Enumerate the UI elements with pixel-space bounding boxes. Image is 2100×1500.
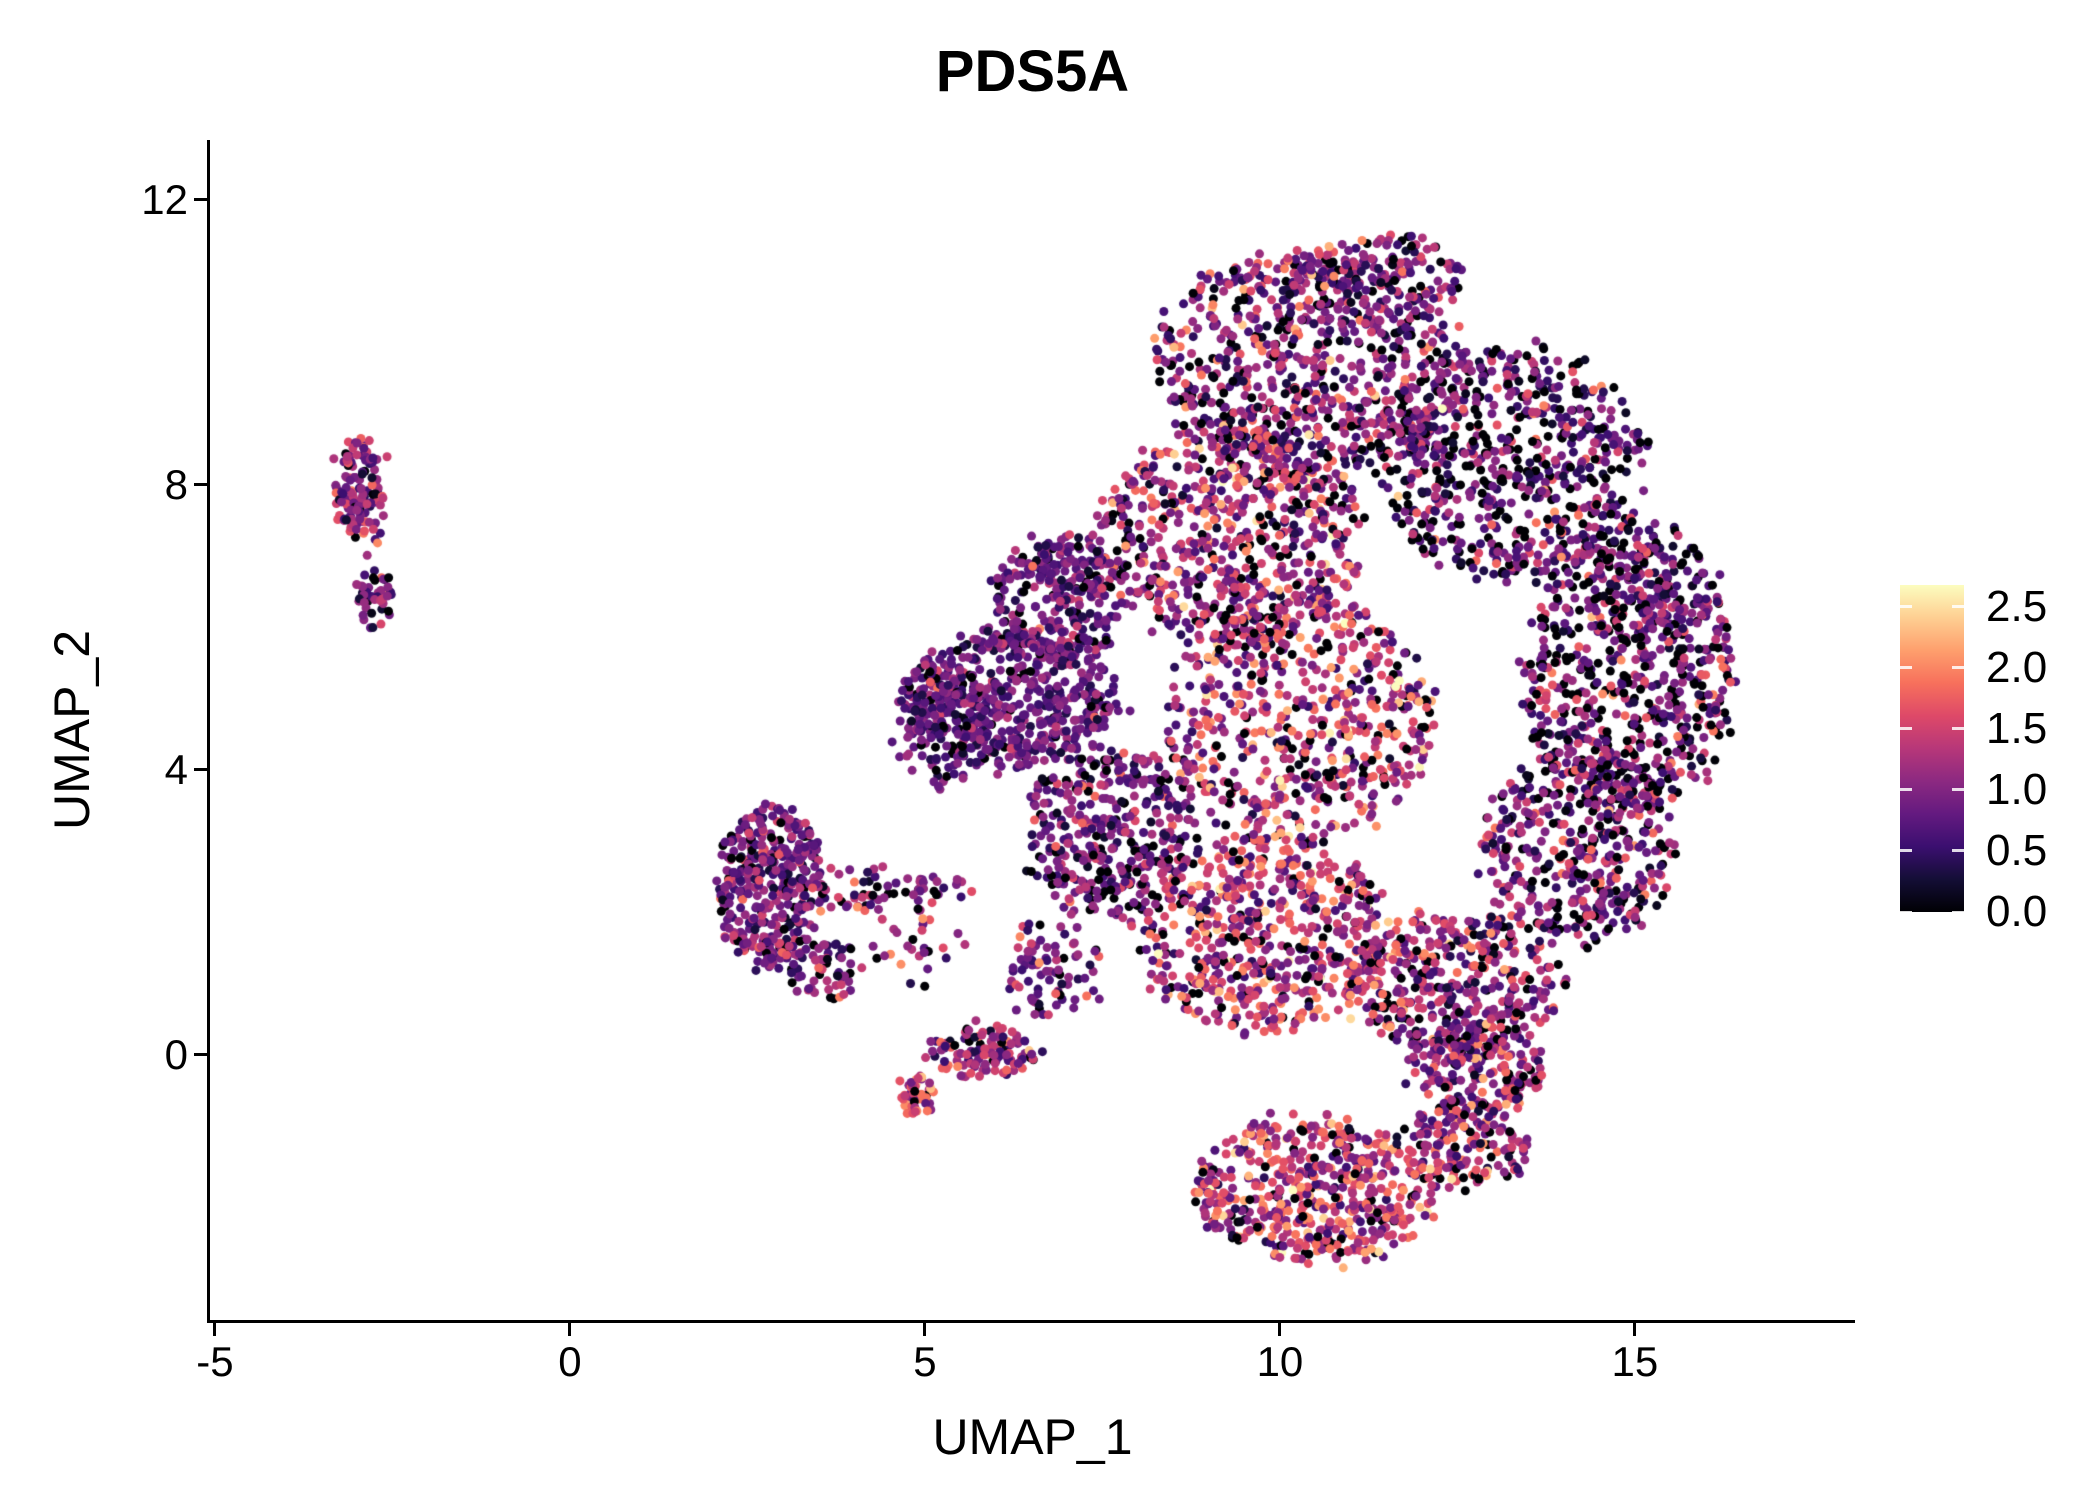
x-tick-label: 0 [558,1338,582,1385]
x-axis-line [207,1320,1855,1323]
colorbar-label: 0.0 [1986,887,2048,936]
x-tick-mark [923,1323,927,1336]
y-axis-line [207,140,210,1323]
y-tick-mark [194,768,207,772]
y-tick-label: 12 [141,175,188,223]
scatter-canvas [210,140,1855,1320]
colorbar-tick-mark [1952,788,1964,792]
colorbar-label: 1.5 [1986,703,2048,753]
colorbar-tick-mark [1952,727,1964,731]
colorbar-tick-mark [1900,666,1912,670]
y-axis-title: UMAP_2 [44,629,100,831]
y-tick-label: 0 [164,1030,188,1078]
x-tick-mark [568,1323,572,1336]
colorbar-tick-mark [1900,727,1912,731]
colorbar-label: 2.5 [1986,581,2048,631]
plot-title: PDS5A [935,39,1130,104]
colorbar-tick-mark [1900,910,1912,914]
colorbar-label: 2.0 [1986,642,2048,692]
x-tick-mark [1278,1323,1282,1336]
y-tick-label: 4 [164,745,188,793]
x-tick-mark [213,1323,217,1336]
colorbar-tick-mark [1900,849,1912,853]
colorbar-tick-mark [1900,788,1912,792]
colorbar-label: 0.5 [1986,825,2048,875]
x-tick-mark [1633,1323,1637,1336]
colorbar-tick-mark [1952,666,1964,670]
y-tick-mark [194,1053,207,1057]
colorbar-legend [1900,585,1964,912]
colorbar-tick-mark [1900,605,1912,609]
plot-panel [210,140,1855,1320]
y-tick-mark [194,198,207,202]
y-tick-mark [194,483,207,487]
colorbar-tick-mark [1952,849,1964,853]
colorbar-tick-mark [1952,605,1964,609]
x-tick-label: 15 [1611,1338,1659,1385]
x-tick-label: 5 [913,1338,937,1385]
x-axis-title: UMAP_1 [932,1409,1133,1465]
x-tick-label: 10 [1256,1338,1304,1385]
colorbar-tick-mark [1952,910,1964,914]
colorbar-label: 1.0 [1986,764,2048,814]
colorbar-gradient [1900,585,1964,912]
x-tick-label: -5 [196,1338,234,1385]
y-tick-label: 8 [164,460,188,508]
